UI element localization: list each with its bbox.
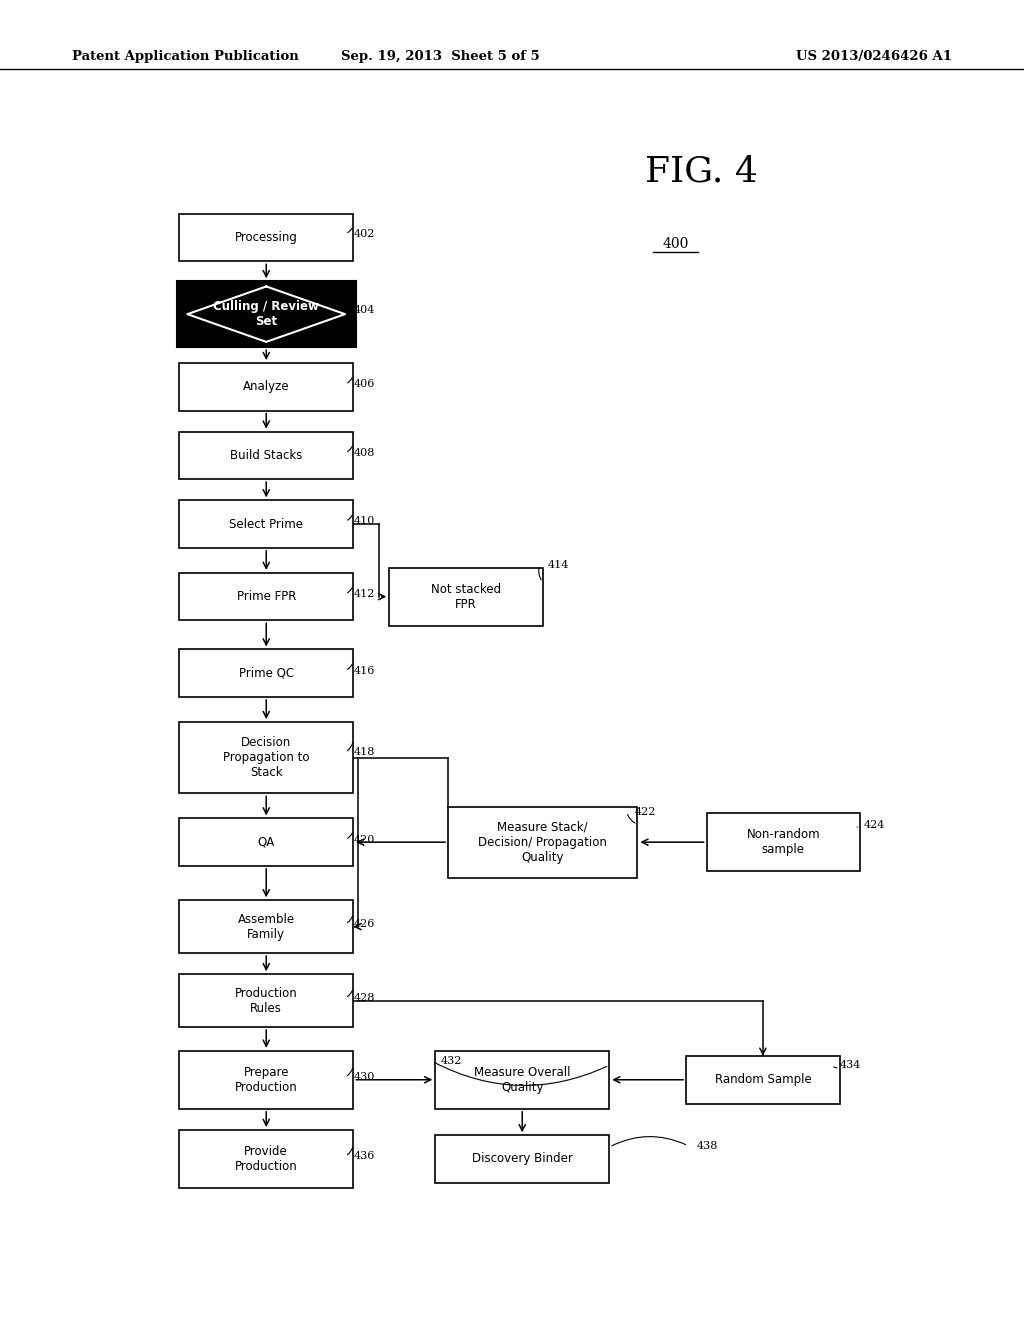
- Text: 428: 428: [353, 993, 375, 1003]
- Text: Random Sample: Random Sample: [715, 1073, 811, 1086]
- FancyBboxPatch shape: [707, 813, 860, 871]
- Text: FIG. 4: FIG. 4: [645, 154, 758, 189]
- Text: Production
Rules: Production Rules: [234, 986, 298, 1015]
- Text: 404: 404: [353, 305, 375, 315]
- Text: 422: 422: [635, 807, 656, 817]
- FancyBboxPatch shape: [179, 974, 353, 1027]
- Text: Analyze: Analyze: [243, 380, 290, 393]
- Text: Assemble
Family: Assemble Family: [238, 912, 295, 941]
- Text: Decision
Propagation to
Stack: Decision Propagation to Stack: [223, 737, 309, 779]
- Text: Culling / Review
Set: Culling / Review Set: [213, 300, 319, 329]
- FancyBboxPatch shape: [686, 1056, 840, 1104]
- FancyBboxPatch shape: [179, 432, 353, 479]
- FancyBboxPatch shape: [179, 363, 353, 411]
- FancyBboxPatch shape: [177, 281, 356, 347]
- FancyBboxPatch shape: [449, 807, 637, 878]
- Text: 410: 410: [353, 516, 375, 527]
- FancyBboxPatch shape: [179, 1130, 353, 1188]
- FancyBboxPatch shape: [179, 818, 353, 866]
- Text: 436: 436: [353, 1151, 375, 1162]
- Text: 420: 420: [353, 834, 375, 845]
- FancyBboxPatch shape: [179, 214, 353, 261]
- Text: 416: 416: [353, 665, 375, 676]
- FancyBboxPatch shape: [389, 568, 543, 626]
- Text: Patent Application Publication: Patent Application Publication: [72, 50, 298, 63]
- Text: 408: 408: [353, 447, 375, 458]
- Text: 424: 424: [863, 820, 885, 830]
- FancyBboxPatch shape: [179, 900, 353, 953]
- Text: Sep. 19, 2013  Sheet 5 of 5: Sep. 19, 2013 Sheet 5 of 5: [341, 50, 540, 63]
- Text: 412: 412: [353, 589, 375, 599]
- Text: Non-random
sample: Non-random sample: [746, 828, 820, 857]
- Text: 402: 402: [353, 228, 375, 239]
- Text: Measure Overall
Quality: Measure Overall Quality: [474, 1065, 570, 1094]
- Text: Measure Stack/
Decision/ Propagation
Quality: Measure Stack/ Decision/ Propagation Qua…: [478, 821, 607, 863]
- Text: Prepare
Production: Prepare Production: [234, 1065, 298, 1094]
- FancyBboxPatch shape: [435, 1135, 609, 1183]
- Text: Prime QC: Prime QC: [239, 667, 294, 680]
- FancyBboxPatch shape: [179, 649, 353, 697]
- FancyBboxPatch shape: [435, 1051, 609, 1109]
- Text: Build Stacks: Build Stacks: [230, 449, 302, 462]
- Text: 406: 406: [353, 379, 375, 389]
- FancyBboxPatch shape: [179, 1051, 353, 1109]
- Text: 432: 432: [440, 1056, 462, 1067]
- FancyBboxPatch shape: [179, 500, 353, 548]
- Text: 400: 400: [663, 238, 689, 251]
- Text: 414: 414: [548, 560, 569, 570]
- Text: 434: 434: [840, 1060, 861, 1071]
- FancyBboxPatch shape: [179, 573, 353, 620]
- Text: Processing: Processing: [234, 231, 298, 244]
- Text: Select Prime: Select Prime: [229, 517, 303, 531]
- FancyBboxPatch shape: [179, 722, 353, 793]
- Text: Not stacked
FPR: Not stacked FPR: [431, 582, 501, 611]
- Text: QA: QA: [258, 836, 274, 849]
- Text: 426: 426: [353, 919, 375, 929]
- Text: 438: 438: [696, 1140, 718, 1151]
- Text: Discovery Binder: Discovery Binder: [472, 1152, 572, 1166]
- Text: 418: 418: [353, 747, 375, 758]
- Text: Provide
Production: Provide Production: [234, 1144, 298, 1173]
- Text: 430: 430: [353, 1072, 375, 1082]
- Text: US 2013/0246426 A1: US 2013/0246426 A1: [797, 50, 952, 63]
- Text: Prime FPR: Prime FPR: [237, 590, 296, 603]
